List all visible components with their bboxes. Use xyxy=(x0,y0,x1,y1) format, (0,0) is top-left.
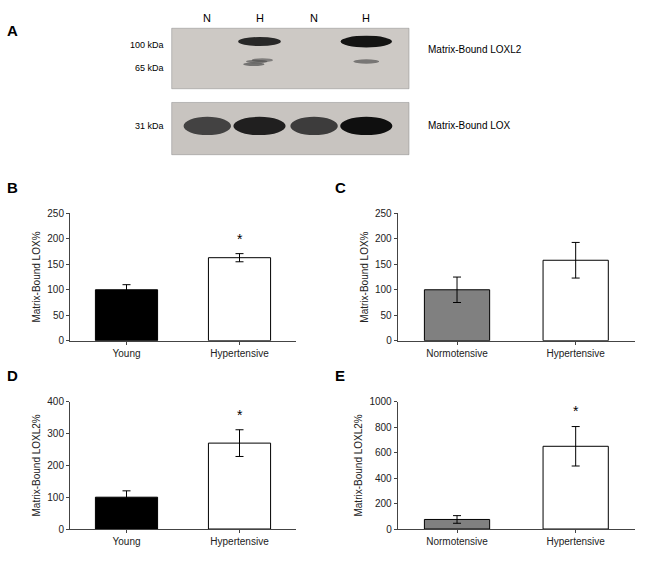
svg-text:H: H xyxy=(362,12,370,24)
svg-text:A: A xyxy=(7,22,18,39)
svg-text:50: 50 xyxy=(381,310,393,321)
svg-text:H: H xyxy=(256,12,264,24)
svg-text:65 kDa: 65 kDa xyxy=(135,63,164,73)
svg-text:N: N xyxy=(310,12,318,24)
svg-text:200: 200 xyxy=(47,460,64,471)
svg-text:50: 50 xyxy=(53,310,65,321)
svg-text:200: 200 xyxy=(47,233,64,244)
svg-text:250: 250 xyxy=(47,208,64,219)
svg-text:C: C xyxy=(335,179,346,196)
svg-text:0: 0 xyxy=(58,335,64,346)
svg-text:*: * xyxy=(237,231,243,247)
svg-text:31 kDa: 31 kDa xyxy=(135,121,164,131)
svg-text:300: 300 xyxy=(47,428,64,439)
svg-text:1000: 1000 xyxy=(369,396,392,407)
svg-text:*: * xyxy=(573,403,579,419)
svg-text:Hypertensive: Hypertensive xyxy=(210,348,269,359)
svg-text:800: 800 xyxy=(375,422,392,433)
svg-text:0: 0 xyxy=(386,524,392,535)
svg-text:N: N xyxy=(203,12,211,24)
svg-text:D: D xyxy=(7,367,18,384)
svg-text:Hypertensive: Hypertensive xyxy=(210,536,269,547)
svg-text:Young: Young xyxy=(113,348,141,359)
svg-text:0: 0 xyxy=(386,335,392,346)
svg-text:0: 0 xyxy=(58,524,64,535)
svg-text:Normotensive: Normotensive xyxy=(426,348,488,359)
svg-text:150: 150 xyxy=(47,259,64,270)
svg-text:250: 250 xyxy=(375,208,392,219)
svg-text:Hypertensive: Hypertensive xyxy=(547,348,606,359)
svg-text:Matrix-Bound LOX%: Matrix-Bound LOX% xyxy=(31,231,42,322)
svg-text:Matrix-Bound LOX%: Matrix-Bound LOX% xyxy=(359,231,370,322)
svg-text:Normotensive: Normotensive xyxy=(426,536,488,547)
svg-text:Hypertensive: Hypertensive xyxy=(547,536,606,547)
svg-text:100: 100 xyxy=(47,284,64,295)
svg-text:200: 200 xyxy=(375,233,392,244)
svg-text:100: 100 xyxy=(47,492,64,503)
svg-text:E: E xyxy=(335,367,345,384)
svg-text:400: 400 xyxy=(47,396,64,407)
svg-text:600: 600 xyxy=(375,447,392,458)
svg-text:B: B xyxy=(7,179,18,196)
svg-text:100 kDa: 100 kDa xyxy=(130,40,164,50)
svg-text:Matrix-Bound LOXL2: Matrix-Bound LOXL2 xyxy=(428,44,522,55)
svg-text:Matrix-Bound LOXL2%: Matrix-Bound LOXL2% xyxy=(31,414,42,516)
svg-text:Matrix-Bound LOX: Matrix-Bound LOX xyxy=(428,120,511,131)
svg-text:400: 400 xyxy=(375,473,392,484)
svg-text:Young: Young xyxy=(113,536,141,547)
svg-text:Matrix-Bound LOXL2%: Matrix-Bound LOXL2% xyxy=(353,414,364,516)
svg-text:150: 150 xyxy=(375,259,392,270)
svg-text:100: 100 xyxy=(375,284,392,295)
svg-text:*: * xyxy=(237,407,243,423)
svg-text:200: 200 xyxy=(375,498,392,509)
